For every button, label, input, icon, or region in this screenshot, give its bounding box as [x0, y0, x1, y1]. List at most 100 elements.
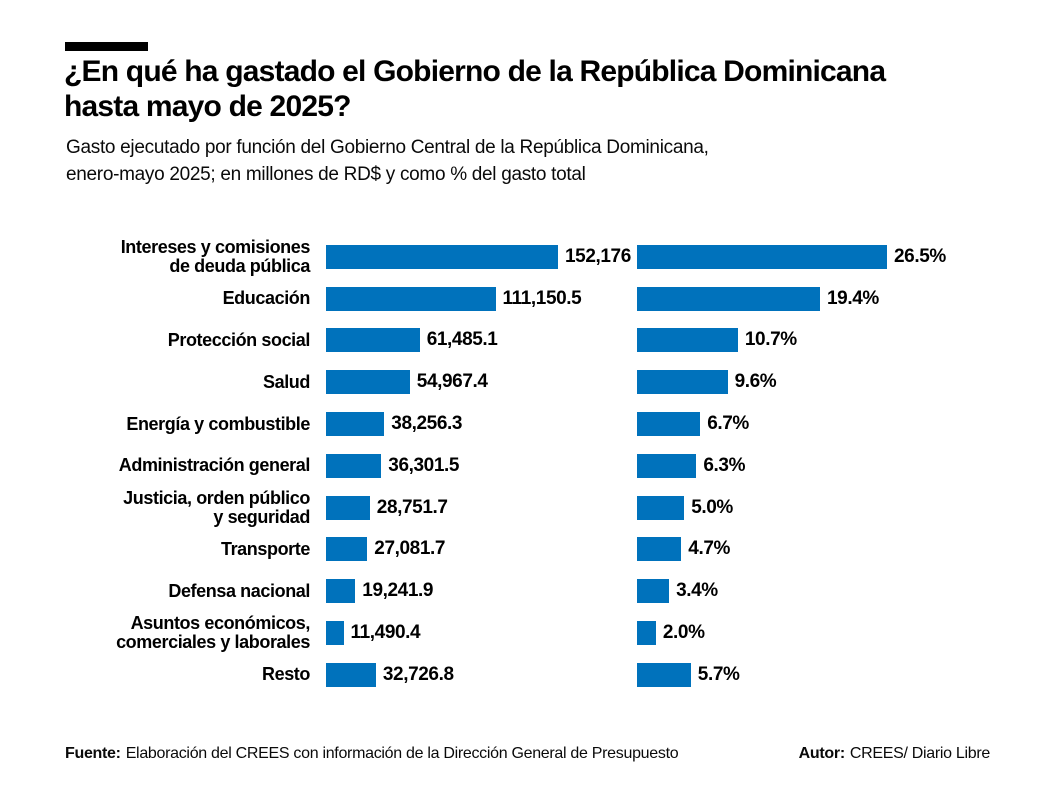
percent-value: 5.0% — [691, 496, 733, 518]
amount-panel: 36,301.5 — [326, 453, 637, 478]
pct-panel: 3.4% — [637, 579, 1025, 604]
percent-value: 6.3% — [703, 454, 746, 476]
percent-bar — [637, 412, 701, 437]
percent-value: 19.4% — [827, 287, 879, 309]
row-label: Defensa nacional — [168, 580, 310, 601]
percent-bar — [637, 579, 670, 604]
percent-value: 4.7% — [688, 538, 731, 560]
amount-bar — [326, 412, 385, 437]
row-label: Salud — [262, 371, 310, 392]
amount-value: 54,967.4 — [416, 371, 488, 393]
row-label: Asuntos económicos, comerciales y laboral… — [116, 613, 310, 653]
pct-panel: 4.7% — [637, 537, 1025, 562]
source-label: Fuente: — [65, 745, 121, 762]
amount-bar — [326, 662, 376, 687]
percent-value: 5.7% — [697, 663, 740, 685]
percent-value: 9.6% — [734, 371, 777, 393]
author-text: CREES/ Diario Libre — [849, 745, 990, 762]
chart-row: Intereses y comisiones de deuda pública 15… — [65, 236, 1025, 278]
chart-row: Educación 111,150.5 19.4% — [65, 278, 1025, 320]
page-subtitle-line1: Gasto ejecutado por función del Gobierno… — [66, 137, 709, 158]
amount-panel: 28,751.7 — [326, 495, 637, 520]
amount-bar — [326, 495, 370, 520]
amount-value: 111,150.5 — [502, 287, 582, 309]
percent-bar — [637, 328, 738, 353]
page-title: ¿En qué ha gastado el Gobierno de la Rep… — [64, 54, 1004, 124]
pct-panel: 6.7% — [637, 412, 1025, 437]
row-label: Intereses y comisiones de deuda pública — [120, 236, 311, 276]
bar-chart: Intereses y comisiones de deuda pública 15… — [65, 236, 1025, 696]
row-label: Justicia, orden público y seguridad — [123, 487, 310, 527]
chart-row: Administración general 36,301.5 6.3% — [65, 445, 1025, 487]
amount-panel: 152,176 — [326, 244, 637, 269]
page-title-line1: ¿En qué ha gastado el Gobierno de la Rep… — [64, 55, 886, 88]
amount-bar — [326, 244, 558, 269]
source-note: Fuente: Elaboración del CREES con informa… — [65, 744, 679, 764]
pct-panel: 19.4% — [637, 286, 1025, 311]
row-label: Energía y combustible — [126, 413, 310, 434]
pct-panel: 6.3% — [637, 453, 1025, 478]
amount-value: 36,301.5 — [388, 454, 460, 476]
header-accent-bar — [65, 42, 148, 51]
amount-panel: 111,150.5 — [326, 286, 637, 311]
chart-row: Justicia, orden público y seguridad 28,751… — [65, 487, 1025, 529]
pct-panel: 5.7% — [637, 662, 1025, 687]
chart-row: Salud 54,967.4 9.6% — [65, 361, 1025, 403]
chart-row: Transporte 27,081.7 4.7% — [65, 529, 1025, 571]
amount-panel: 61,485.1 — [326, 328, 637, 353]
percent-bar — [637, 370, 728, 395]
pct-panel: 9.6% — [637, 370, 1025, 395]
percent-value: 26.5% — [894, 245, 946, 267]
amount-value: 61,485.1 — [426, 329, 498, 351]
row-label: Resto — [261, 664, 310, 685]
amount-panel: 32,726.8 — [326, 662, 637, 687]
amount-bar — [326, 621, 344, 646]
amount-panel: 38,256.3 — [326, 412, 637, 437]
amount-panel: 27,081.7 — [326, 537, 637, 562]
pct-panel: 5.0% — [637, 495, 1025, 520]
chart-row: Energía y combustible 38,256.3 6.7% — [65, 403, 1025, 445]
percent-bar — [637, 244, 887, 269]
author-label: Autor: — [798, 745, 845, 762]
percent-value: 2.0% — [662, 622, 705, 644]
percent-bar — [637, 453, 697, 478]
amount-bar — [326, 453, 382, 478]
amount-bar — [326, 537, 368, 562]
chart-row: Asuntos económicos, comerciales y laboral… — [65, 612, 1025, 654]
amount-value: 152,176 — [565, 245, 631, 267]
amount-panel: 19,241.9 — [326, 579, 637, 604]
page-subtitle-line2: enero-mayo 2025; en millones de RD$ y co… — [66, 164, 586, 185]
footer: Fuente: Elaboración del CREES con informa… — [65, 744, 990, 764]
source-text: Elaboración del CREES con información de… — [125, 745, 679, 762]
amount-value: 27,081.7 — [374, 538, 446, 560]
amount-bar — [326, 370, 410, 395]
percent-bar — [637, 537, 682, 562]
amount-bar — [326, 286, 496, 311]
amount-value: 19,241.9 — [362, 580, 434, 602]
amount-bar — [326, 579, 356, 604]
percent-value: 10.7% — [744, 329, 797, 351]
amount-value: 32,726.8 — [382, 663, 454, 685]
amount-value: 11,490.4 — [350, 622, 421, 644]
row-label: Transporte — [220, 538, 310, 559]
amount-value: 28,751.7 — [376, 496, 448, 518]
chart-row: Protección social 61,485.1 10.7% — [65, 320, 1025, 362]
row-label: Administración general — [118, 455, 311, 476]
chart-row: Resto 32,726.8 5.7% — [65, 654, 1025, 696]
percent-value: 3.4% — [676, 580, 718, 602]
amount-value: 38,256.3 — [391, 413, 463, 435]
page-subtitle: Gasto ejecutado por función del Gobierno… — [66, 134, 966, 188]
chart-row: Defensa nacional 19,241.9 3.4% — [65, 570, 1025, 612]
amount-bar — [326, 328, 420, 353]
percent-value: 6.7% — [707, 413, 749, 435]
percent-bar — [637, 621, 656, 646]
page-title-line2: hasta mayo de 2025? — [64, 90, 351, 123]
pct-panel: 2.0% — [637, 621, 1025, 646]
pct-panel: 26.5% — [637, 244, 1025, 269]
author-note: Autor: CREES/ Diario Libre — [798, 744, 991, 764]
percent-bar — [637, 495, 685, 520]
pct-panel: 10.7% — [637, 328, 1025, 353]
amount-panel: 54,967.4 — [326, 370, 637, 395]
amount-panel: 11,490.4 — [326, 621, 637, 646]
